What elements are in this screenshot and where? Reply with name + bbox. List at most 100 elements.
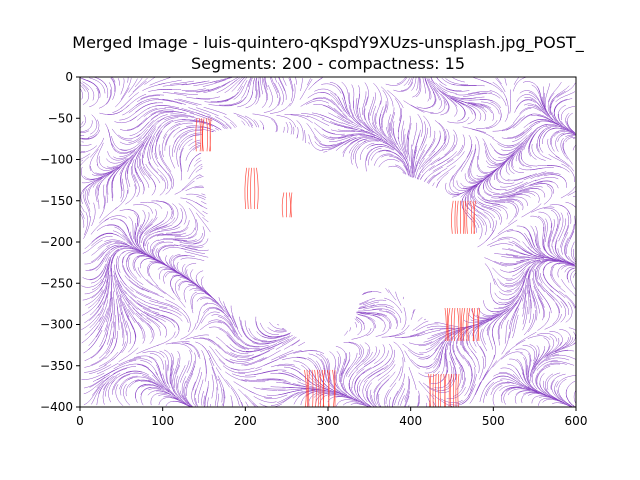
streamline: [506, 142, 524, 160]
streamline: [519, 259, 541, 273]
streamline: [420, 165, 435, 180]
streamline: [550, 274, 566, 293]
streamline: [118, 134, 141, 140]
streamline: [196, 96, 221, 99]
streamline: [426, 325, 451, 329]
streamline: [253, 119, 260, 128]
streamline: [407, 115, 411, 140]
streamline: [266, 379, 291, 383]
streamline: [90, 218, 109, 235]
streamline: [417, 174, 421, 180]
streamline: [514, 290, 525, 313]
streamline: [267, 338, 290, 350]
streamline: [376, 387, 381, 407]
streamline: [416, 358, 437, 368]
streamline: [565, 201, 576, 208]
streamline: [105, 368, 128, 380]
streamline: [114, 189, 128, 210]
streamline: [193, 226, 205, 244]
streamline: [148, 89, 173, 92]
streamline: [315, 353, 328, 373]
streamline: [532, 278, 543, 300]
streamline: [264, 77, 268, 87]
streamline: [282, 77, 287, 86]
streamline: [362, 380, 368, 402]
streamline: [142, 154, 152, 177]
streamline: [523, 190, 540, 203]
streamline: [553, 131, 576, 137]
streamline: [174, 233, 197, 240]
streamline: [363, 346, 377, 366]
streamline: [104, 215, 127, 221]
streamline: [395, 291, 402, 306]
red-streamline: [206, 118, 209, 152]
streamline: [561, 265, 575, 270]
streamline: [142, 166, 156, 188]
red-streamline: [288, 192, 291, 218]
streamline: [184, 398, 193, 407]
streamline: [172, 358, 179, 382]
streamline: [388, 397, 391, 407]
streamline: [549, 90, 566, 109]
streamline: [95, 251, 111, 271]
streamline: [557, 295, 569, 315]
streamline: [358, 309, 383, 312]
streamline: [122, 290, 138, 310]
streamline: [536, 260, 548, 280]
streamline: [226, 345, 249, 355]
streamline: [230, 395, 233, 407]
streamline: [284, 339, 300, 350]
red-streamline: [308, 369, 310, 407]
streamline: [479, 346, 487, 369]
streamline: [421, 121, 426, 145]
streamline: [165, 299, 186, 313]
streamline: [449, 97, 466, 115]
streamline: [119, 371, 143, 377]
streamline: [482, 138, 495, 160]
streamline: [140, 102, 164, 110]
streamline: [548, 154, 570, 167]
streamline: [162, 247, 186, 252]
streamline: [336, 399, 358, 407]
streamline: [543, 238, 555, 259]
streamline: [104, 270, 110, 295]
streamline: [139, 212, 150, 234]
streamline: [345, 352, 358, 374]
streamline: [384, 389, 390, 407]
streamline: [514, 179, 537, 190]
streamline: [84, 188, 91, 212]
streamline: [522, 284, 527, 309]
streamline: [300, 98, 323, 107]
streamline: [408, 404, 410, 407]
streamline: [156, 226, 181, 233]
streamline: [121, 249, 145, 254]
streamline: [152, 130, 161, 153]
streamline: [152, 374, 170, 392]
streamline: [478, 178, 486, 199]
streamline: [565, 137, 576, 143]
streamline: [545, 218, 548, 243]
streamline: [158, 99, 182, 105]
streamline: [419, 342, 440, 354]
streamline: [401, 331, 426, 338]
streamline: [529, 167, 554, 171]
streamline: [413, 134, 420, 158]
streamline: [404, 350, 420, 369]
streamline: [165, 341, 190, 345]
streamline: [238, 349, 263, 353]
streamline: [460, 180, 482, 188]
streamline: [322, 96, 342, 112]
streamline: [487, 238, 510, 246]
streamline: [533, 269, 540, 292]
streamline: [137, 364, 157, 378]
streamline: [200, 321, 222, 330]
streamline: [373, 383, 382, 405]
streamline: [185, 80, 210, 85]
streamline: [430, 327, 455, 330]
streamline: [200, 276, 212, 297]
streamline: [96, 164, 118, 171]
streamline: [364, 121, 383, 138]
streamline: [301, 113, 325, 119]
streamline: [174, 129, 194, 143]
streamline: [194, 160, 202, 167]
